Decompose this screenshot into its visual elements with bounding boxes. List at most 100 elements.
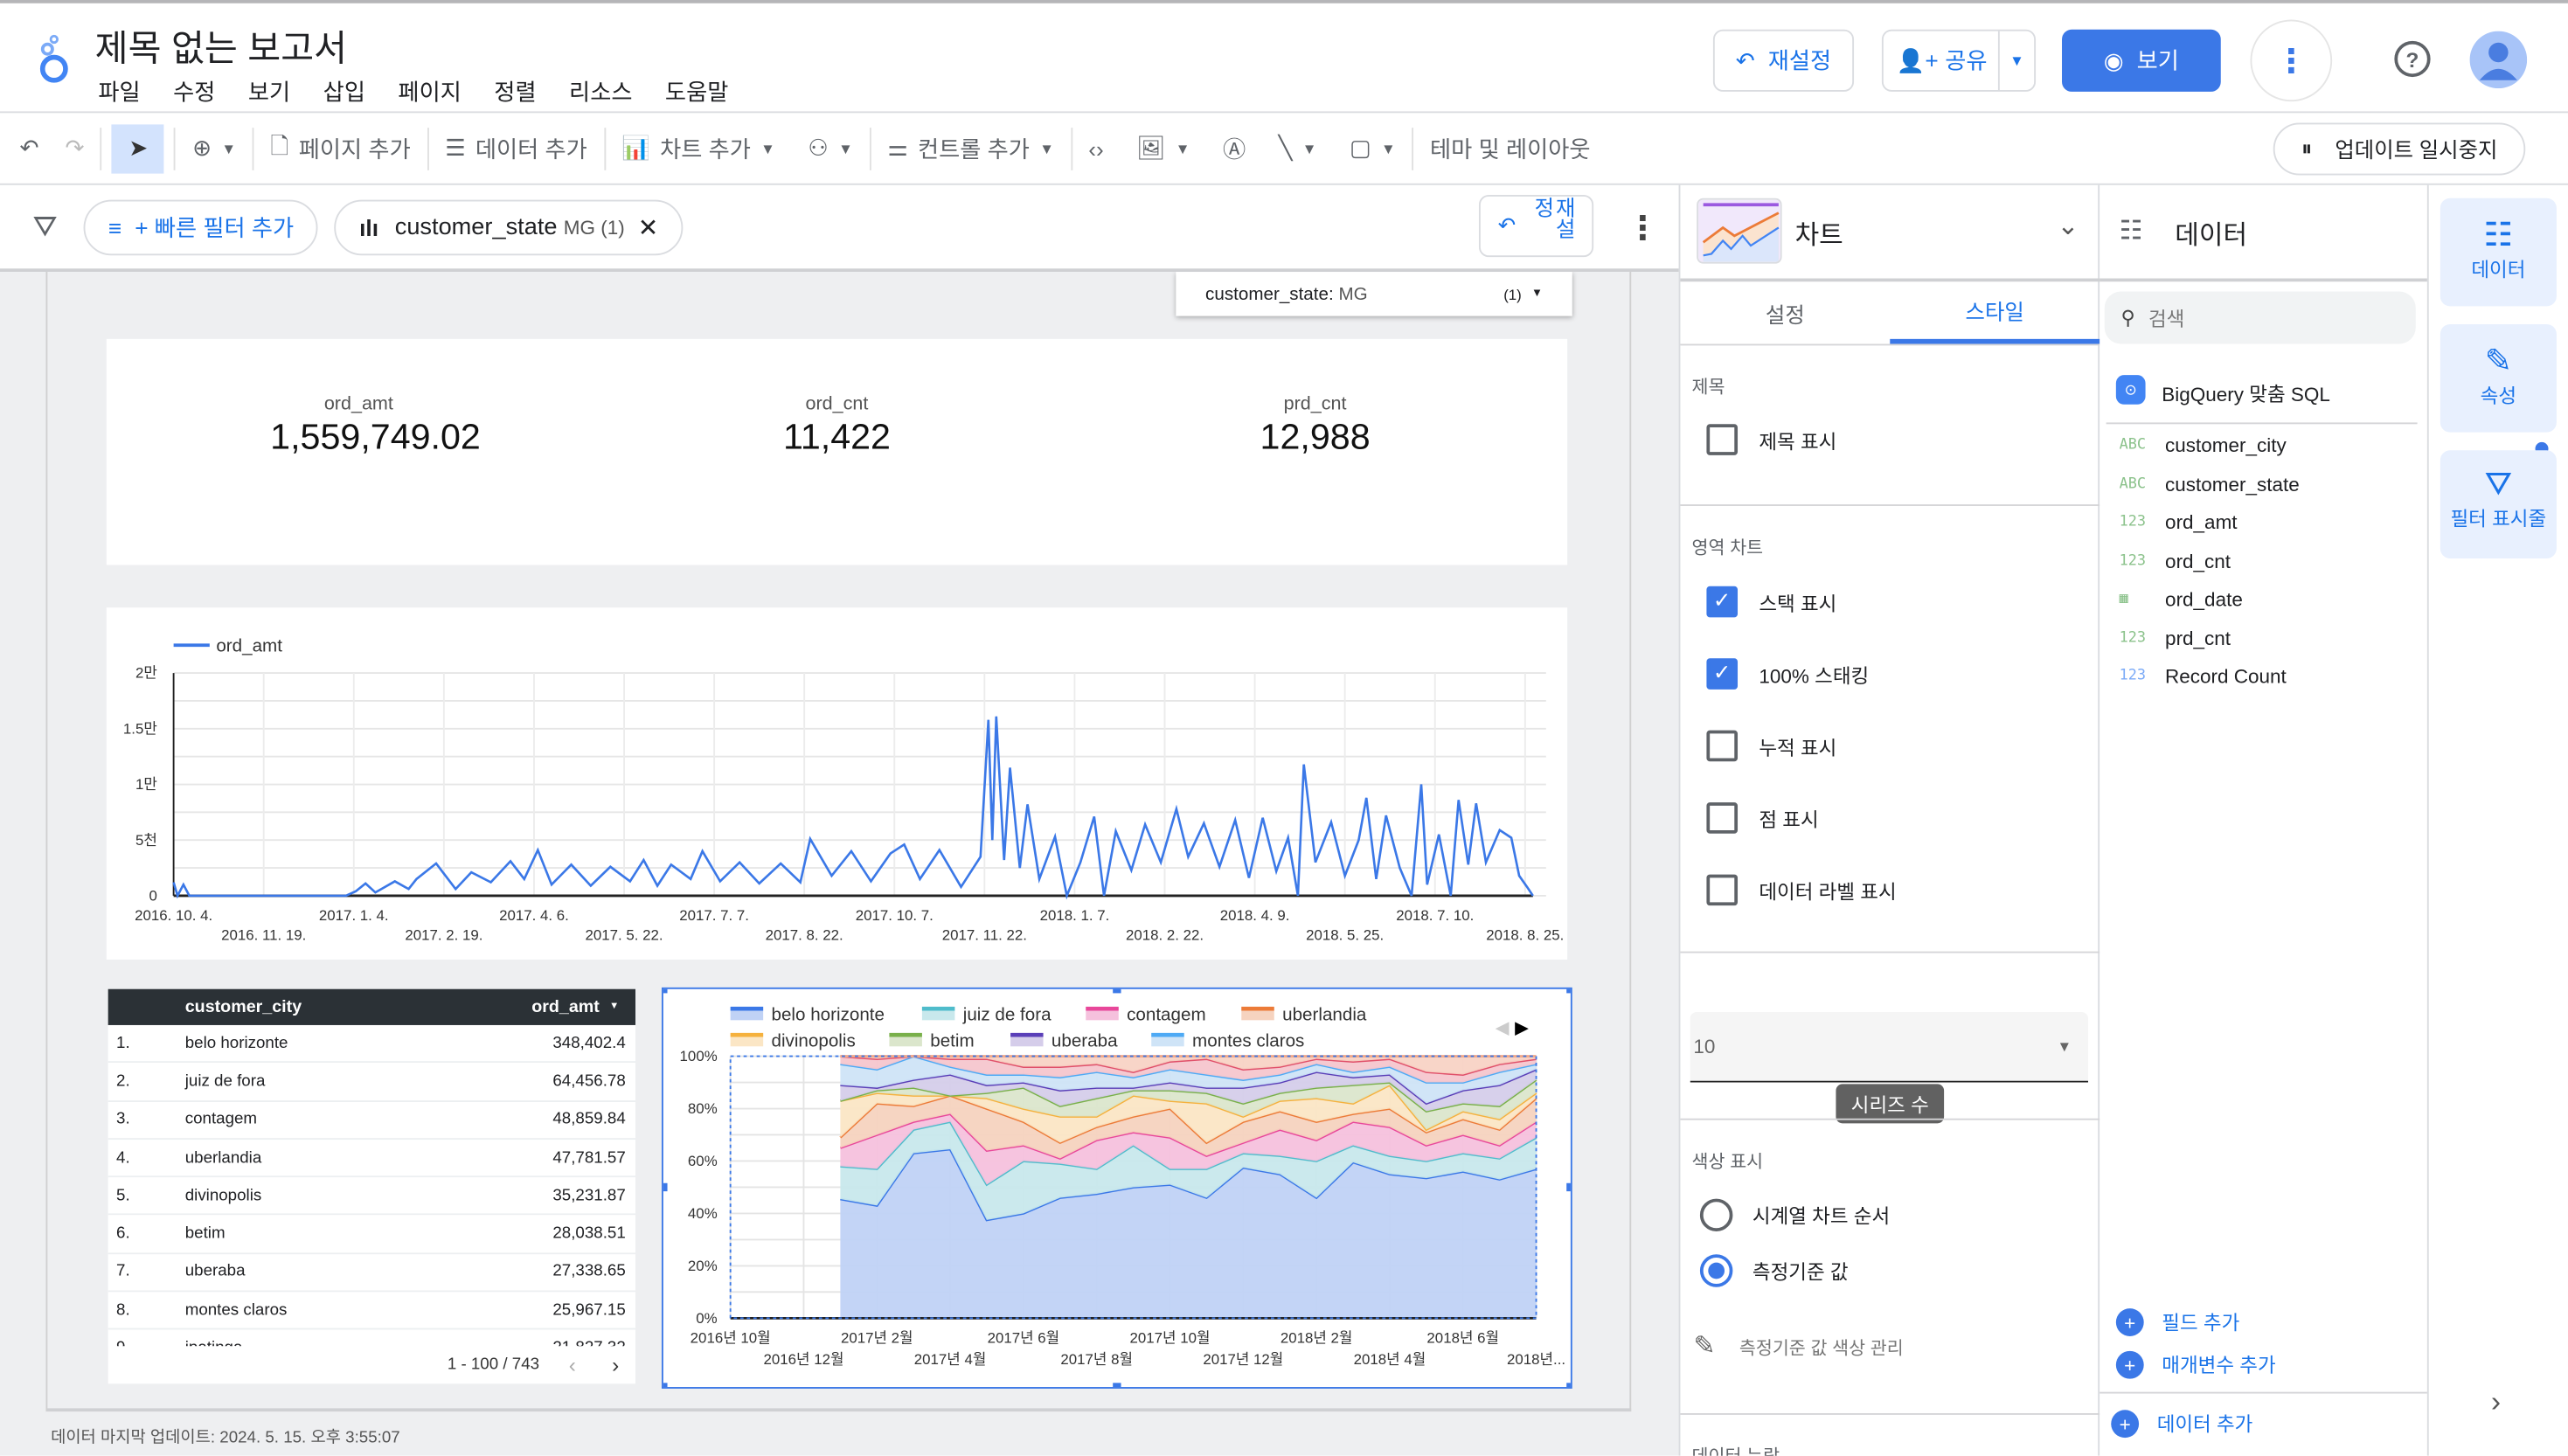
area-chart-type-icon[interactable] [1697,198,1782,264]
table-row[interactable]: 4. uberlandia 47,781.57 [108,1139,636,1178]
table-row[interactable]: 6. betim 28,038.51 [108,1216,636,1254]
legend-label[interactable]: betim [930,1030,974,1050]
tab-style[interactable]: 스타일 [1890,281,2100,344]
show-title-checkbox[interactable] [1706,424,1739,455]
area-band-montes-claros[interactable] [840,1056,1537,1104]
resize-handle[interactable] [1566,985,1575,994]
legend-label[interactable]: uberlandia [1282,1004,1367,1024]
area-band-juiz-de-fora[interactable] [840,1121,1537,1220]
next-page-icon[interactable]: › [612,1351,620,1376]
scorecard-group[interactable]: ord_amt 1,559,749.02 ord_cnt 11,422 prd_cn… [106,338,1568,565]
select-tool-icon[interactable]: ➤ [112,123,165,173]
add-page-button[interactable]: 🗋 페이지 추가 [254,123,427,172]
zoom-button[interactable]: ⊕ ▼ [176,123,252,172]
area-band-belo-horizonte[interactable] [840,1148,1537,1319]
resize-handle[interactable] [1113,985,1121,994]
undo-icon[interactable]: ↶ [19,134,39,161]
option-checkbox[interactable] [1706,874,1739,906]
area-band-series-9[interactable] [840,1056,1537,1083]
data-source-name[interactable]: BigQuery 맞춤 SQL [2162,383,2330,406]
filter-chip[interactable]: ılı customer_state MG (1) ✕ [335,198,684,255]
area-band-contagem[interactable] [840,1113,1537,1185]
looker-studio-logo-icon[interactable] [36,32,72,85]
menu-view[interactable]: 보기 [247,78,291,105]
resize-handle[interactable] [659,985,668,994]
option-checkbox[interactable] [1706,730,1739,762]
menu-arrange[interactable]: 정렬 [494,78,537,105]
field-item[interactable]: 123 ord_cnt [2120,550,2231,572]
add-component-button[interactable]: ⚇ ▼ [792,123,870,172]
report-title[interactable]: 제목 없는 보고서 [94,27,348,69]
manage-colors-link[interactable]: 측정기준 값 색상 관리 [1739,1339,1904,1360]
legend-next-icon[interactable]: ▶ [1515,1017,1530,1037]
radio-dimension-value[interactable] [1699,1254,1733,1287]
tab-setup[interactable]: 설정 [1765,302,1805,327]
resize-handle[interactable] [1566,1182,1575,1192]
more-vert-icon[interactable]: ⋮ [1626,211,1660,247]
line-icon[interactable]: ╲ ▼ [1278,134,1317,161]
add-chart-button[interactable]: 📊 차트 추가 ▼ [605,123,791,172]
radio-series-order[interactable] [1699,1198,1733,1232]
time-series-chart[interactable]: 2016. 10. 4. 2016. 11. 19. 2017. 1. 4. 2017… [106,607,1568,960]
help-icon[interactable]: ? [2394,40,2431,78]
rail-properties-button[interactable]: ✎ 속성 [2440,323,2557,433]
view-button[interactable]: ◉ 보기 [2062,29,2221,92]
share-dropdown-icon[interactable]: ▼ [1997,31,2034,91]
legend-label[interactable]: divinopolis [772,1030,856,1050]
area-chart[interactable]: 0% 20% 40% 60% 80% 100% 2016년 10월 2016년 12월 2017… [659,985,1575,1391]
share-button[interactable]: 👤+ 공유 ▼ [1881,29,2037,92]
embed-code-icon[interactable]: ‹› [1088,135,1104,162]
pause-updates-button[interactable]: ⏸ 업데이트 일시중지 [2273,121,2526,175]
table-row[interactable]: 3. contagem 48,859.84 [108,1101,636,1140]
scorecard-prd-cnt[interactable]: prd_cnt 12,988 [1217,395,1413,459]
table-row[interactable]: 1. belo horizonte 348,402.4 [108,1024,636,1064]
quick-filter-button[interactable]: ≡ + 빠른 필터 추가 [83,198,319,255]
more-options-icon[interactable]: ⋮ [2250,19,2333,102]
prev-page-icon[interactable]: ‹ [568,1351,576,1376]
field-item[interactable]: ABC customer_city [2120,434,2287,457]
area-band-betim[interactable] [840,1079,1537,1130]
field-item[interactable]: ▦ ord_date [2120,588,2243,611]
data-table[interactable]: customer_city ord_amt ▼ 1. belo horizonte 3… [108,988,636,1384]
rail-filter-bar-button[interactable]: ⛛ 필터 표시줄 [2440,450,2557,558]
field-item[interactable]: 123 Record Count [2120,665,2287,688]
redo-icon[interactable]: ↷ [65,134,85,161]
menu-edit[interactable]: 수정 [173,78,216,105]
table-row[interactable]: 8. montes claros 25,967.15 [108,1292,636,1331]
filter-icon[interactable]: ⛛ [32,209,58,243]
close-icon[interactable]: ✕ [637,213,659,242]
option-checkbox[interactable]: ✓ [1706,658,1739,690]
series-count-select[interactable]: 10 ▼ [1690,1011,2088,1083]
legend-label[interactable]: contagem [1127,1004,1206,1024]
resize-handle[interactable] [659,1182,668,1192]
option-checkbox[interactable] [1706,802,1739,834]
table-row[interactable]: 9.ipatinga 21,827.32 [108,1330,636,1347]
resize-handle[interactable] [1566,1383,1575,1391]
reset-button[interactable]: ↶ 재설정 [1712,29,1855,92]
column-header-ord-amt[interactable]: ord_amt [531,997,600,1017]
image-icon[interactable]: 🖼 ▼ [1136,134,1190,161]
filter-reset-button[interactable]: ↶ 재설정 [1478,194,1594,258]
area-band-uberaba[interactable] [840,1069,1537,1112]
menu-file[interactable]: 파일 [98,78,141,105]
legend-label[interactable]: belo horizonte [772,1004,885,1024]
column-header-city[interactable]: customer_city [184,997,302,1017]
menu-resource[interactable]: 리소스 [569,78,633,105]
legend-prev-icon[interactable]: ◀ [1496,1017,1510,1037]
avatar[interactable] [2469,31,2528,89]
field-item[interactable]: 123 ord_amt [2120,511,2238,534]
legend-label[interactable]: uberaba [1051,1030,1118,1050]
scorecard-ord-cnt[interactable]: ord_cnt 11,422 [739,395,935,459]
table-row[interactable]: 5. divinopolis 35,231.87 [108,1177,636,1217]
filter-control[interactable]: customer_state: MG (1) ▼ [1176,272,1572,316]
menu-insert[interactable]: 삽입 [323,78,365,105]
legend-label[interactable]: montes claros [1192,1030,1304,1050]
add-parameter-button[interactable]: + 매개변수 추가 [2115,1350,2276,1379]
theme-layout-button[interactable]: 테마 및 레이아웃 [1430,135,1591,162]
table-row[interactable]: 2. juiz de fora 64,456.78 [108,1063,636,1102]
add-data-button[interactable]: ☰ 데이터 추가 [428,123,603,172]
field-search-input[interactable]: ⚲ 검색 [2104,291,2416,344]
menu-page[interactable]: 페이지 [398,78,462,105]
series-line-ord-amt[interactable] [172,716,1534,900]
add-field-button[interactable]: + 필드 추가 [2115,1308,2239,1336]
